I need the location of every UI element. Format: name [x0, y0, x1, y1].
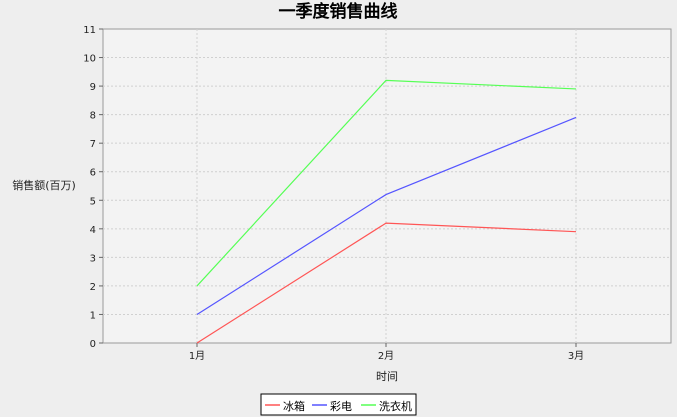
series-line-1	[196, 116, 577, 315]
chart-title: 一季度销售曲线	[279, 1, 398, 22]
legend-label-1: 彩电	[330, 400, 352, 413]
legend-label-2: 洗衣机	[379, 399, 412, 413]
y-tick-label: 8	[90, 111, 96, 122]
plot-area	[102, 28, 672, 344]
y-tick-label: 2	[90, 282, 96, 293]
y-axis-label: 销售额(百万)	[12, 178, 76, 192]
series-line-2	[196, 79, 577, 287]
legend-box	[260, 393, 417, 416]
y-tick-label: 7	[90, 139, 96, 150]
y-tick-label: 0	[90, 339, 96, 350]
y-axis: 0 1 2 3 4 5 6 7 8 9 10 11	[83, 25, 103, 350]
y-tick-label: 11	[83, 25, 96, 36]
legend: 冰箱 彩电 洗衣机	[260, 393, 417, 416]
x-axis: 1月 2月 3月	[189, 343, 584, 362]
series-line-0	[196, 222, 577, 344]
gridlines	[103, 29, 671, 343]
legend-label-0: 冰箱	[283, 399, 305, 413]
y-tick-label: 5	[90, 196, 96, 207]
series-lines	[196, 79, 577, 344]
x-tick-label: 1月	[189, 350, 205, 362]
x-axis-label: 时间	[376, 370, 398, 383]
y-tick-label: 6	[90, 168, 96, 179]
y-tick-label: 9	[90, 82, 96, 93]
y-tick-label: 1	[90, 310, 96, 321]
x-tick-label: 2月	[378, 350, 394, 362]
y-tick-label: 10	[83, 54, 96, 65]
x-tick-label: 3月	[568, 350, 584, 362]
y-tick-label: 3	[90, 253, 96, 264]
y-tick-label: 4	[90, 225, 96, 236]
